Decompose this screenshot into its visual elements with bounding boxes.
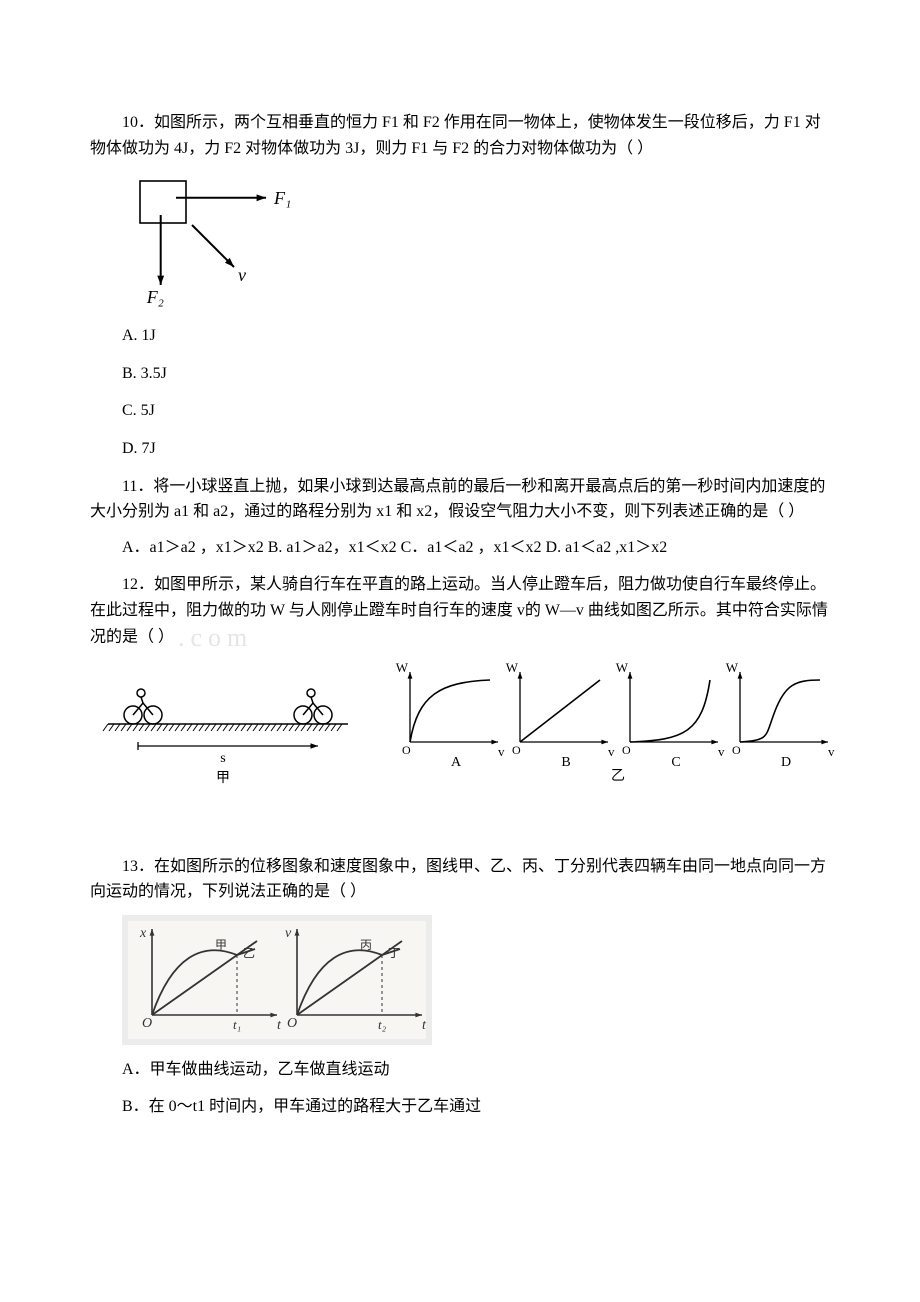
spacer xyxy=(90,804,830,854)
svg-text:O: O xyxy=(287,1016,297,1031)
q10-optB: B. 3.5J xyxy=(90,361,830,387)
svg-text:W: W xyxy=(506,662,519,675)
q13-optA: A．甲车做曲线运动，乙车做直线运动 xyxy=(90,1057,830,1083)
svg-text:v: v xyxy=(238,265,246,285)
svg-text:乙: 乙 xyxy=(611,768,625,784)
q10-figure: F₁ F₂ v xyxy=(122,171,830,311)
svg-text:甲: 甲 xyxy=(216,771,230,786)
svg-text:O: O xyxy=(512,743,521,757)
q11-stem: 11．将一小球竖直上抛，如果小球到达最高点前的最后一秒和离开最高点后的第一秒时间… xyxy=(90,474,830,525)
svg-text:O: O xyxy=(622,743,631,757)
q10-optD: D. 7J xyxy=(90,436,830,462)
q10-optC: C. 5J xyxy=(90,398,830,424)
svg-text:v: v xyxy=(718,744,725,759)
svg-text:D: D xyxy=(781,755,791,770)
svg-text:C: C xyxy=(671,755,680,770)
svg-text:t₂: t₂ xyxy=(378,1017,387,1032)
watermark-fragment: .com xyxy=(178,624,358,652)
svg-text:W: W xyxy=(616,662,629,675)
svg-text:B: B xyxy=(561,755,570,770)
q10-stem: 10．如图所示，两个互相垂直的恒力 F1 和 F2 作用在同一物体上，使物体发生… xyxy=(90,110,830,161)
svg-text:甲: 甲 xyxy=(215,938,227,952)
q12-stem: 12．如图甲所示，某人骑自行车在平直的路上运动。当人停止蹬车后，阻力做功使自行车… xyxy=(90,572,830,651)
document-page: 10．如图所示，两个互相垂直的恒力 F1 和 F2 作用在同一物体上，使物体发生… xyxy=(0,0,920,1192)
svg-text:F₁: F₁ xyxy=(273,188,291,208)
svg-text:乙: 乙 xyxy=(243,946,255,960)
q13-stem: 13．在如图所示的位移图象和速度图象中，图线甲、乙、丙、丁分别代表四辆车由同一地… xyxy=(90,854,830,905)
svg-text:.com: .com xyxy=(178,624,253,652)
svg-text:v: v xyxy=(828,744,835,759)
svg-text:O: O xyxy=(402,743,411,757)
svg-text:v: v xyxy=(498,744,505,759)
svg-text:W: W xyxy=(396,662,409,675)
svg-text:v: v xyxy=(285,926,292,941)
svg-text:v: v xyxy=(608,744,615,759)
svg-text:O: O xyxy=(732,743,741,757)
svg-text:O: O xyxy=(142,1016,152,1031)
svg-text:x: x xyxy=(139,926,147,941)
svg-text:t₁: t₁ xyxy=(233,1017,241,1032)
svg-text:丁: 丁 xyxy=(388,946,400,960)
svg-text:丙: 丙 xyxy=(360,938,372,952)
svg-text:s: s xyxy=(220,751,225,766)
q13-figure: Oxtt₁甲乙Ovtt₂丙丁 xyxy=(122,915,830,1045)
q10-optA: A. 1J xyxy=(90,323,830,349)
svg-text:W: W xyxy=(726,662,739,675)
q12-figure: s甲WvOAWvOBWvOCWvOD乙 xyxy=(98,662,830,792)
svg-text:A: A xyxy=(451,755,462,770)
q13-optB: B．在 0～t1 时间内，甲车通过的路程大于乙车通过 xyxy=(90,1094,830,1120)
q11-options: A．a1＞a2 ，x1＞x2 B. a1＞a2，x1＜x2 C．a1＜a2 ，x… xyxy=(90,535,830,561)
svg-text:F₂: F₂ xyxy=(146,287,164,307)
